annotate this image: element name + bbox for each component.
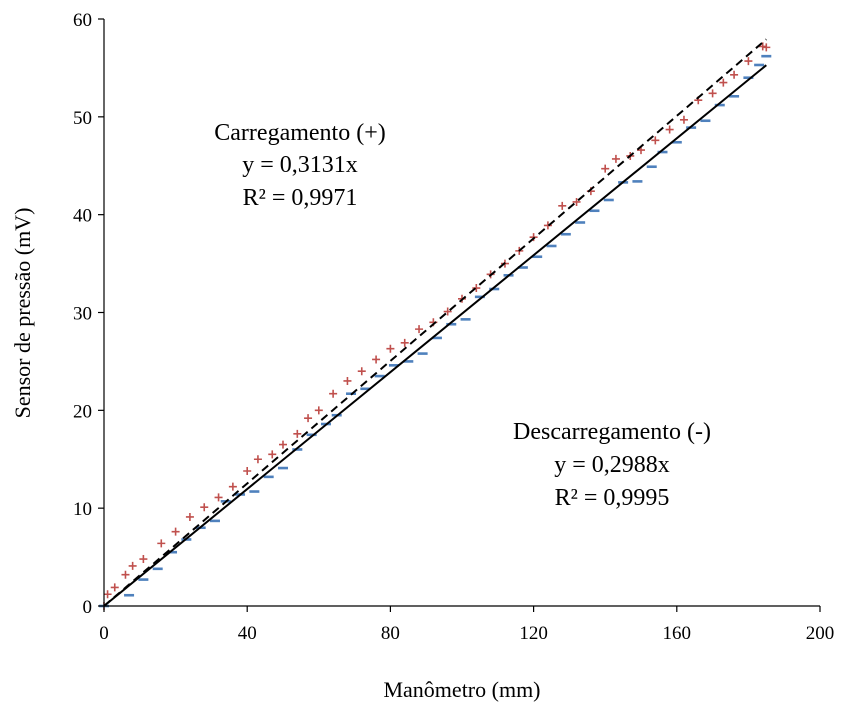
loading-point [268, 450, 277, 459]
loading-point [157, 539, 166, 548]
loading-point [443, 307, 452, 316]
loading-point [200, 503, 209, 512]
loading-point [708, 89, 717, 98]
y-tick-label: 60 [73, 10, 92, 31]
y-axis-title: Sensor de pressão (mV) [10, 208, 35, 419]
unloading-annotation: Descarregamento (-) y = 0,2988x R² = 0,9… [513, 419, 711, 511]
loading-point [304, 414, 313, 423]
x-tick-label: 40 [238, 623, 257, 644]
y-tick-label: 50 [73, 108, 92, 129]
y-tick-label: 20 [73, 401, 92, 422]
loading-point [558, 201, 567, 210]
loading-point [279, 440, 287, 449]
loading-point [601, 164, 610, 173]
loading-point [343, 376, 352, 385]
loading-annotation: Carregamento (+) y = 0,3131x R² = 0,9971 [214, 120, 385, 211]
loading-point [139, 555, 148, 564]
y-tick-label: 0 [83, 597, 93, 618]
loading-point [744, 57, 753, 66]
loading-point [665, 125, 674, 134]
ticks: 0 40 80 120 160 200 0 10 20 30 40 50 60 [73, 10, 834, 644]
y-tick-label: 30 [73, 304, 92, 325]
loading-point [730, 70, 739, 79]
loading-point [719, 78, 728, 87]
x-axis-title: Manômetro (mm) [383, 677, 540, 702]
loading-point [185, 512, 194, 521]
x-tick-label: 200 [806, 623, 835, 644]
loading-point [400, 338, 409, 347]
y-tick-label: 40 [73, 206, 92, 227]
loading-equation: y = 0,3131x [242, 152, 358, 178]
loading-point [228, 482, 237, 491]
loading-point [611, 154, 620, 163]
loading-point [543, 221, 552, 230]
loading-point [472, 284, 481, 293]
loading-point [651, 136, 660, 145]
unloading-trendline [103, 64, 767, 607]
loading-point [572, 197, 581, 206]
loading-point [243, 466, 252, 475]
x-tick-label: 160 [663, 623, 692, 644]
loading-point [679, 115, 688, 124]
loading-point [762, 43, 771, 52]
loading-point [314, 406, 323, 415]
loading-r-squared: R² = 0,9971 [243, 185, 358, 211]
x-tick-label: 120 [519, 623, 548, 644]
unloading-r-squared: R² = 0,9995 [555, 485, 670, 511]
loading-point [110, 583, 119, 592]
y-tick-label: 10 [73, 499, 92, 520]
loading-trendline [103, 38, 767, 607]
loading-point [329, 389, 338, 398]
unloading-label: Descarregamento (-) [513, 419, 711, 445]
loading-point [758, 42, 767, 51]
unloading-equation: y = 0,2988x [554, 452, 670, 478]
loading-point [103, 590, 112, 599]
loading-point [357, 367, 366, 376]
loading-point [372, 355, 381, 364]
loading-point [214, 493, 223, 502]
x-tick-label: 0 [99, 623, 109, 644]
loading-point [386, 344, 395, 353]
loading-point [253, 455, 262, 464]
loading-point [121, 570, 130, 579]
trendlines [103, 38, 767, 607]
loading-label: Carregamento (+) [214, 120, 385, 146]
loading-point [128, 561, 137, 570]
loading-point [415, 325, 424, 334]
loading-point [293, 429, 302, 438]
x-tick-label: 80 [381, 623, 400, 644]
loading-point [171, 527, 180, 536]
